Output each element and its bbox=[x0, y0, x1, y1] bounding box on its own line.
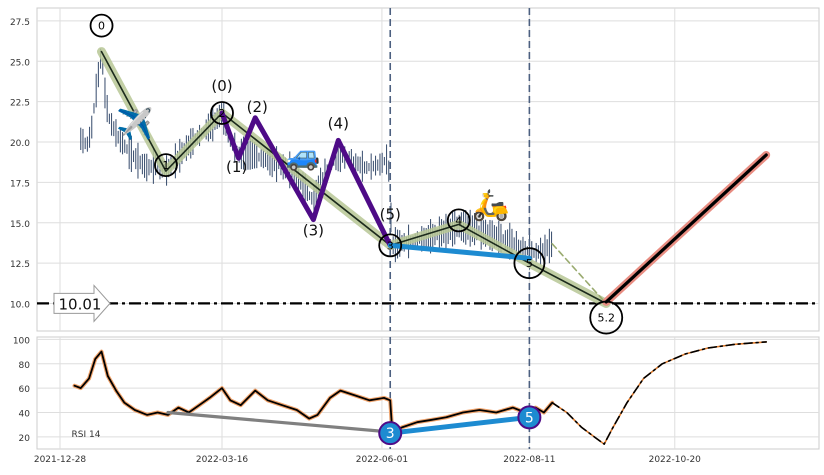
projection-dashed-line bbox=[551, 243, 608, 305]
price-tick-label: 15.0 bbox=[10, 220, 30, 230]
rsi-tick-label: 80 bbox=[19, 361, 31, 371]
airplane-icon: ✈️ bbox=[116, 105, 153, 142]
price-tick-label: 10.0 bbox=[10, 301, 30, 311]
car-icon: 🚙 bbox=[286, 139, 321, 172]
rsi-divergence-blue bbox=[387, 414, 532, 436]
pivot-label: 5.2 bbox=[597, 312, 615, 325]
pivot-circle bbox=[446, 208, 471, 233]
rsi-projection-line bbox=[551, 341, 768, 445]
price-tick-label: 12.5 bbox=[10, 260, 30, 270]
price-tick-label: 25.0 bbox=[10, 58, 30, 68]
price-tick-label: 20.0 bbox=[10, 139, 30, 149]
rsi-marker-circle bbox=[378, 421, 403, 446]
pivot-label: 2 bbox=[219, 107, 226, 120]
wave-label: (0) bbox=[211, 77, 232, 95]
rsi-tick-label: 60 bbox=[19, 385, 31, 395]
rsi-line bbox=[73, 350, 554, 433]
pivot-circle bbox=[89, 13, 114, 38]
price-tick-label: 17.5 bbox=[10, 179, 30, 189]
wave-label: (4) bbox=[328, 114, 349, 132]
pivot-circle bbox=[589, 300, 624, 335]
projection-target-line bbox=[604, 153, 768, 304]
wave-label: (2) bbox=[247, 98, 268, 116]
rsi-marker-circle bbox=[517, 405, 542, 430]
price-tick-label: 22.5 bbox=[10, 99, 30, 109]
wave-label: (1) bbox=[226, 158, 247, 176]
pivot-circle bbox=[378, 233, 403, 258]
price-plot-area bbox=[37, 8, 819, 331]
pivot-circle bbox=[210, 101, 234, 125]
pivot-circle bbox=[154, 153, 178, 178]
price-tick-label: 27.5 bbox=[10, 18, 30, 28]
pivot-label: 4 bbox=[455, 214, 462, 227]
x-tick-label: 2022-06-01 bbox=[356, 455, 408, 465]
scooter-icon: 🛵 bbox=[472, 188, 509, 223]
rsi-plot-area bbox=[37, 337, 819, 449]
chart-labels: 10.012.515.017.520.022.525.027.520406080… bbox=[10, 13, 702, 465]
pivot-label: 1 bbox=[162, 159, 169, 172]
pivot-label: 0 bbox=[98, 20, 105, 33]
rsi-label: RSI 14 bbox=[72, 430, 101, 440]
rsi-marker-label: 3 bbox=[386, 426, 395, 442]
pivot-label: 3 bbox=[387, 239, 394, 252]
pivot-label: 5 bbox=[526, 257, 533, 270]
x-tick-label: 2022-10-20 bbox=[649, 455, 702, 465]
x-tick-label: 2022-03-16 bbox=[196, 455, 249, 465]
pivot-circle bbox=[513, 247, 546, 280]
x-tick-label: 2021-12-28 bbox=[34, 455, 87, 465]
x-tick-label: 2022-08-11 bbox=[503, 455, 555, 465]
support-arrow-shape bbox=[53, 284, 111, 323]
support-level-label: 10.01 bbox=[59, 295, 102, 313]
rsi-tick-label: 100 bbox=[13, 336, 30, 346]
divergence-line bbox=[387, 242, 532, 261]
price-panel-frame bbox=[36, 7, 820, 332]
rsi-tick-label: 40 bbox=[19, 409, 31, 419]
wave-label: (5) bbox=[380, 205, 401, 223]
rsi-tick-label: 20 bbox=[19, 434, 31, 444]
rsi-marker-label: 5 bbox=[525, 410, 534, 426]
sub-wave-line bbox=[219, 110, 393, 248]
wave-label: (3) bbox=[303, 222, 324, 240]
rsi-divergence-grey bbox=[166, 410, 392, 434]
rsi-panel-frame bbox=[36, 336, 820, 450]
